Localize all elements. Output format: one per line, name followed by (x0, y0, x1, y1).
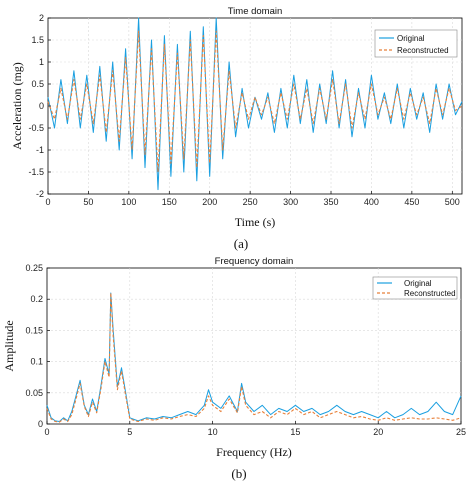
x-tick-label: 5 (127, 427, 132, 437)
x-tick-label: 0 (45, 197, 50, 207)
x-axis-label: Frequency (Hz) (216, 445, 292, 459)
y-tick-label: 1.5 (31, 35, 44, 45)
frequency-domain-chart: 0 5 10 15 20 25 0 0.05 0.1 0.15 0.2 0.25 Frequency … (2, 256, 466, 481)
x-tick-label: 100 (121, 197, 136, 207)
y-tick-label: 0 (38, 419, 43, 429)
x-tick-label: 10 (208, 427, 218, 437)
x-tick-label: 300 (283, 197, 298, 207)
legend-label-reconstructed: Reconstructed (397, 46, 449, 55)
caption-a: (a) (234, 236, 248, 251)
y-tick-label: -0.5 (28, 123, 44, 133)
legend-label-original: Original (397, 34, 425, 43)
x-tick-label: 350 (323, 197, 338, 207)
y-tick-label: 0.2 (30, 294, 43, 304)
x-tick-label: 0 (44, 427, 49, 437)
y-axis-label: Amplitude (2, 320, 16, 371)
legend-box (372, 276, 458, 300)
caption-b: (b) (231, 466, 246, 481)
y-tick-label: -1 (36, 145, 44, 155)
y-tick-label: 1 (39, 57, 44, 67)
y-axis-label: Acceleration (mg) (10, 62, 24, 150)
y-tick-label: 2 (39, 13, 44, 23)
x-axis-label: Time (s) (235, 215, 276, 229)
x-tick-label: 500 (445, 197, 460, 207)
legend-label-reconstructed: Reconstructed (404, 289, 456, 298)
series-original-line (46, 292, 462, 422)
x-tick-label: 450 (404, 197, 419, 207)
y-tick-label: 0.05 (25, 388, 43, 398)
x-tick-label: 15 (290, 427, 300, 437)
x-tick-label: 200 (202, 197, 217, 207)
time-domain-chart: 0 50 100 150 200 250 300 350 400 450 500 -2 -1.5 -1 -0… (10, 6, 463, 251)
legend-box (374, 29, 458, 58)
x-tick-label: 400 (364, 197, 379, 207)
chart-title: Time domain (228, 6, 283, 17)
y-tick-label: 0.15 (25, 325, 43, 335)
x-tick-label: 250 (243, 197, 258, 207)
legend: Original Reconstructed (374, 29, 458, 58)
x-tick-label: 50 (83, 197, 93, 207)
y-tick-label: 0.1 (30, 357, 43, 367)
y-tick-label: 0 (39, 101, 44, 111)
y-tick-label: -2 (36, 189, 44, 199)
x-tick-label: 25 (456, 427, 466, 437)
legend-label-original: Original (404, 279, 432, 288)
y-tick-label: 0.5 (31, 79, 44, 89)
series-reconstructed-line (46, 292, 462, 423)
x-tick-label: 20 (373, 427, 383, 437)
legend: Original Reconstructed (372, 276, 458, 300)
x-tick-label: 150 (162, 197, 177, 207)
y-tick-label: -1.5 (28, 167, 44, 177)
chart-title: Frequency domain (215, 256, 294, 267)
y-tick-label: 0.25 (25, 263, 43, 273)
